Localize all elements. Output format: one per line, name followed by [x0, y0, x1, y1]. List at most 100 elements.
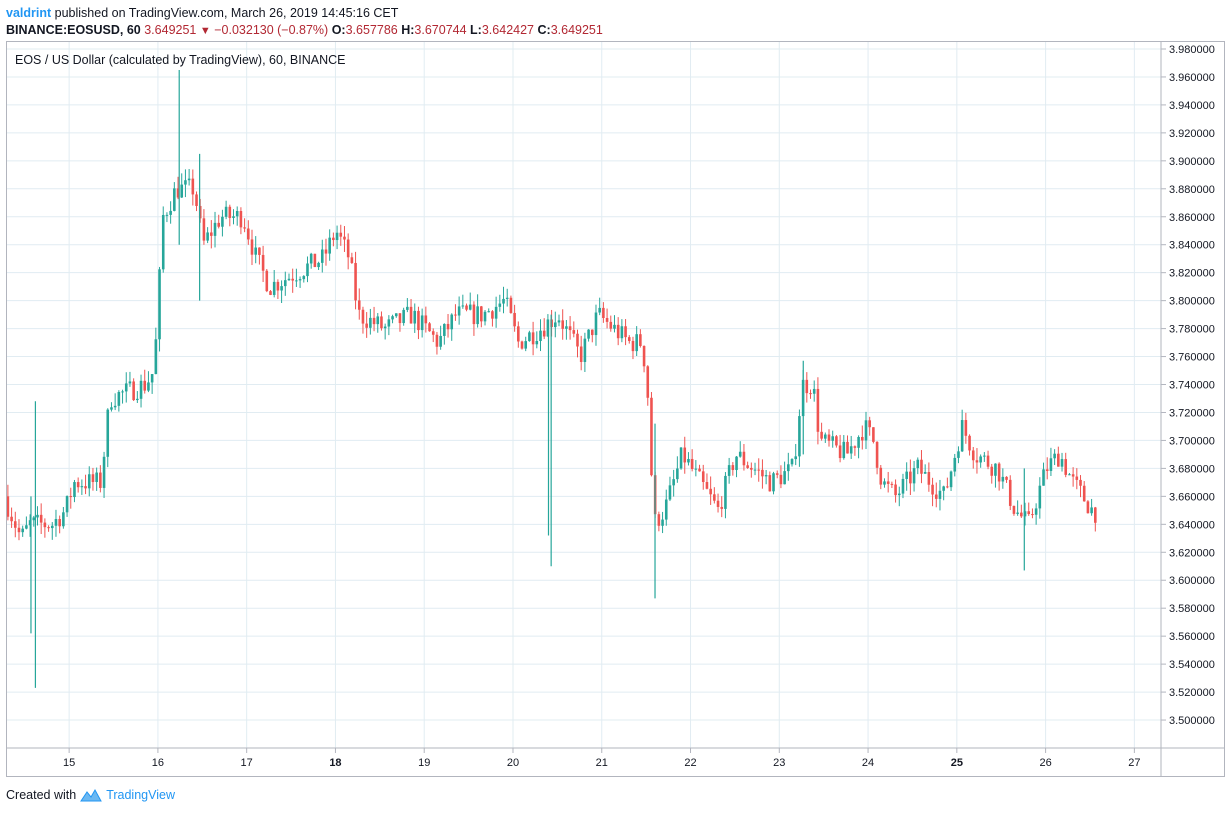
- candle-body: [916, 459, 920, 469]
- candle-body: [431, 331, 435, 335]
- candle-body: [69, 496, 73, 498]
- candle-body: [750, 467, 753, 470]
- candle-body: [842, 441, 846, 459]
- candle-body: [1094, 507, 1097, 523]
- candle-body: [295, 280, 298, 282]
- candle-body: [979, 456, 982, 463]
- candle-body: [143, 380, 147, 391]
- candle-body: [694, 468, 698, 470]
- candle-body: [420, 315, 424, 331]
- y-tick-label: 3.980000: [1169, 44, 1215, 56]
- candle-body: [195, 194, 198, 206]
- candle-body: [542, 330, 546, 337]
- x-tick-label: 18: [329, 757, 341, 769]
- candle-body: [690, 458, 694, 470]
- high-label: H:: [401, 23, 415, 37]
- candle-body: [846, 441, 849, 454]
- candle-body: [701, 471, 705, 483]
- y-tick-label: 3.540000: [1169, 659, 1215, 671]
- author-username[interactable]: valdrint: [6, 6, 52, 20]
- candle-body: [894, 484, 897, 496]
- candle-body: [631, 340, 635, 352]
- candle-body: [912, 468, 916, 484]
- candle-body: [1079, 479, 1082, 486]
- candle-body: [13, 521, 17, 528]
- candle-body: [36, 514, 39, 518]
- candle-body: [350, 257, 354, 263]
- chart-border: [6, 41, 1225, 777]
- candle-body: [80, 486, 84, 488]
- open-value: 3.657786: [345, 23, 398, 37]
- candle-body: [110, 407, 113, 410]
- down-arrow-icon: ▼: [199, 25, 211, 37]
- candle-body: [605, 318, 609, 322]
- candle-body: [868, 420, 871, 428]
- candle-body: [764, 475, 768, 477]
- candle-body: [1053, 453, 1056, 459]
- tradingview-brand-link[interactable]: TradingView: [106, 788, 175, 802]
- candle-body: [339, 232, 343, 237]
- candle-body: [983, 455, 986, 457]
- candle-body: [668, 485, 672, 500]
- x-tick-label: 23: [773, 757, 785, 769]
- candle-body: [879, 467, 883, 485]
- y-tick-label: 3.800000: [1169, 296, 1215, 308]
- candle-body: [520, 341, 524, 349]
- candle-body: [169, 210, 172, 215]
- candle-body: [627, 337, 631, 341]
- candle-body: [213, 222, 217, 236]
- tradingview-logo-icon[interactable]: [80, 788, 103, 802]
- candle-body: [794, 456, 798, 460]
- x-tick-label: 16: [152, 757, 164, 769]
- candle-body: [17, 527, 21, 533]
- candle-body: [1020, 512, 1023, 517]
- candle-body: [1068, 474, 1071, 476]
- y-tick-label: 3.960000: [1169, 72, 1215, 84]
- candle-body: [531, 332, 535, 345]
- candle-body: [247, 228, 250, 240]
- candle-body: [276, 281, 280, 291]
- candle-body: [676, 468, 679, 480]
- candle-body: [332, 237, 335, 241]
- candle-body: [124, 383, 128, 392]
- candle-body: [265, 270, 269, 292]
- candle-body: [664, 499, 668, 520]
- candle-body: [1038, 485, 1042, 509]
- candle-body: [561, 320, 564, 329]
- candle-body: [590, 329, 594, 336]
- candle-body: [772, 473, 775, 492]
- candle-body: [158, 269, 161, 340]
- candle-body: [47, 527, 50, 529]
- candle-body: [528, 332, 531, 342]
- candle-body: [546, 319, 550, 337]
- candle-body: [502, 298, 505, 304]
- y-tick-label: 3.640000: [1169, 519, 1215, 531]
- candle-body: [609, 321, 613, 329]
- candle-body: [661, 519, 664, 526]
- candle-body: [787, 464, 790, 472]
- y-tick-label: 3.940000: [1169, 100, 1215, 112]
- candle-body: [32, 517, 36, 521]
- candle-body: [250, 239, 254, 255]
- candle-body: [480, 306, 483, 322]
- symbol-label: BINANCE:EOSUSD, 60: [6, 23, 141, 37]
- candle-body: [102, 456, 106, 488]
- candle-body: [524, 341, 528, 349]
- candle-body: [768, 475, 772, 492]
- created-with-text: Created with: [6, 788, 77, 802]
- candle-body: [335, 232, 339, 241]
- candle-body: [280, 286, 283, 291]
- x-tick-label: 27: [1128, 757, 1140, 769]
- candle-body: [435, 334, 439, 347]
- candle-body: [738, 451, 742, 457]
- x-tick-label: 25: [951, 757, 963, 769]
- candle-body: [372, 317, 376, 325]
- candle-body: [812, 388, 816, 394]
- candle-body: [1008, 479, 1012, 506]
- candle-body: [413, 310, 417, 324]
- candle-body: [535, 341, 539, 345]
- y-tick-label: 3.660000: [1169, 491, 1215, 503]
- candle-body: [594, 312, 598, 336]
- x-tick-label: 19: [418, 757, 430, 769]
- candlestick-chart[interactable]: 3.500000 3.520000 3.540000 3.560000 3.580000…: [6, 41, 1225, 777]
